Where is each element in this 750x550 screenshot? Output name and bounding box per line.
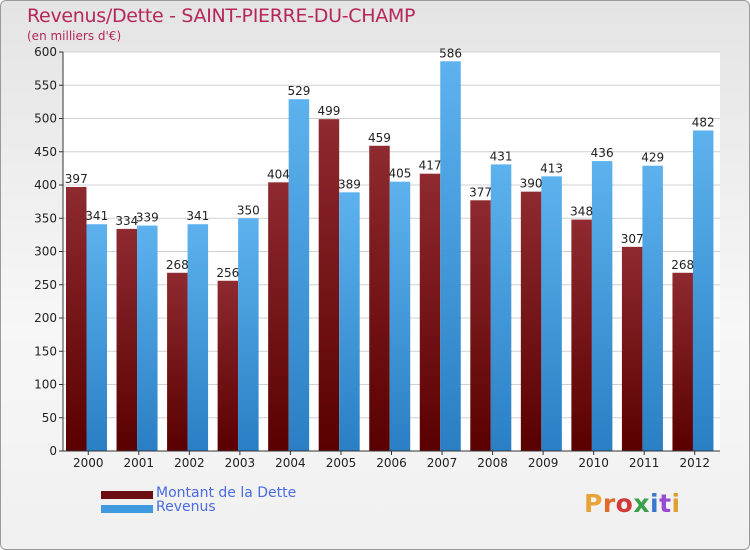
x-tick-label: 2000 [73, 456, 104, 470]
y-tick-label: 550 [34, 78, 57, 92]
x-tick-label: 2001 [124, 456, 155, 470]
logo-letter: o [615, 489, 634, 518]
bars [66, 61, 714, 452]
bar-revenus [137, 225, 158, 451]
proxiti-logo: Proxiti [584, 489, 681, 518]
data-label-debt: 417 [419, 159, 442, 173]
bar-revenus [339, 192, 360, 451]
x-tick-label: 2002 [174, 456, 205, 470]
y-tick-label: 250 [34, 278, 57, 292]
bar-revenus [389, 181, 411, 452]
bar-debt [167, 272, 188, 451]
logo-letter: P [584, 489, 603, 518]
bar-debt [621, 246, 643, 451]
data-label-debt: 390 [520, 177, 543, 191]
chart-title: Revenus/Dette - SAINT-PIERRE-DU-CHAMP [27, 5, 416, 27]
data-label-debt: 404 [267, 167, 290, 181]
logo-letter: i [671, 489, 681, 518]
y-tick-label: 50 [42, 411, 57, 425]
data-label-debt: 397 [65, 172, 88, 186]
bar-revenus [440, 61, 461, 452]
legend-swatch-revenus [101, 505, 153, 513]
bar-debt [571, 219, 592, 451]
data-label-revenus: 341 [186, 209, 209, 223]
bar-debt [66, 186, 87, 451]
x-tick-label: 2012 [679, 456, 710, 470]
bar-revenus [86, 224, 107, 451]
logo-letter: i [650, 489, 660, 518]
bar-debt [470, 200, 491, 451]
bar-debt [116, 228, 138, 451]
bar-debt [318, 119, 340, 451]
x-tick-label: 2006 [376, 456, 407, 470]
data-label-revenus: 431 [490, 149, 513, 163]
x-tick-label: 2005 [326, 456, 357, 470]
data-label-revenus: 389 [338, 177, 361, 191]
axes: 0 50 100 150 200 250 300 350 400 450 500 550 600 2000… [34, 45, 720, 470]
legend-swatch-debt [101, 491, 153, 499]
y-tick-label: 600 [34, 45, 57, 59]
bar-revenus [642, 165, 663, 451]
data-label-revenus: 339 [136, 211, 159, 225]
x-tick-label: 2009 [528, 456, 559, 470]
y-tick-label: 300 [34, 245, 57, 259]
data-label-revenus: 529 [287, 84, 310, 98]
y-tick-label: 0 [49, 444, 57, 458]
x-tick-label: 2004 [275, 456, 306, 470]
bar-revenus [591, 161, 613, 451]
y-tick-label: 200 [34, 311, 57, 325]
logo-letter: r [602, 489, 616, 518]
data-label-revenus: 429 [641, 151, 664, 165]
logo-letter: t [659, 489, 672, 518]
bar-revenus [490, 164, 512, 451]
legend-label-revenus: Revenus [156, 499, 216, 515]
bar-debt [369, 145, 390, 451]
bar-revenus [238, 218, 259, 451]
data-label-revenus: 482 [692, 115, 715, 129]
x-tick-label: 2010 [578, 456, 609, 470]
bar-revenus [187, 224, 209, 451]
y-tick-label: 400 [34, 178, 57, 192]
data-label-debt: 459 [368, 131, 391, 145]
x-tick-label: 2007 [427, 456, 458, 470]
data-label-debt: 348 [570, 205, 593, 219]
data-label-revenus: 405 [389, 167, 412, 181]
y-tick-label: 100 [34, 378, 57, 392]
bar-debt [419, 173, 441, 451]
y-tick-label: 150 [34, 344, 57, 358]
data-label-debt: 499 [317, 104, 340, 118]
data-label-debt: 307 [621, 232, 644, 246]
data-label-revenus: 341 [85, 209, 108, 223]
chart-subtitle: (en milliers d'€) [27, 29, 122, 43]
y-tick-label: 350 [34, 211, 57, 225]
data-label-debt: 377 [469, 185, 492, 199]
x-tick-label: 2003 [225, 456, 256, 470]
bar-revenus [692, 130, 714, 451]
data-label-revenus: 586 [439, 46, 462, 60]
legend-label-debt: Montant de la Dette [156, 485, 297, 501]
data-label-debt: 334 [115, 214, 138, 228]
bar-debt [672, 272, 693, 451]
data-label-revenus: 436 [591, 146, 614, 160]
data-label-debt: 268 [671, 258, 694, 272]
x-tick-label: 2008 [477, 456, 508, 470]
bar-chart: 0 50 100 150 200 250 300 350 400 450 500 550 600 2000… [34, 45, 720, 470]
y-tick-label: 500 [34, 112, 57, 126]
y-tick-label: 450 [34, 145, 57, 159]
data-label-debt: 256 [216, 266, 239, 280]
bar-debt [268, 182, 289, 451]
logo-letter: x [633, 489, 650, 518]
data-label-debt: 268 [166, 258, 189, 272]
bar-revenus [541, 176, 562, 452]
bar-revenus [288, 99, 310, 451]
data-label-revenus: 413 [540, 161, 563, 175]
x-tick-label: 2011 [629, 456, 660, 470]
data-label-revenus: 350 [237, 203, 260, 217]
bar-debt [520, 191, 542, 451]
bar-debt [217, 280, 239, 451]
